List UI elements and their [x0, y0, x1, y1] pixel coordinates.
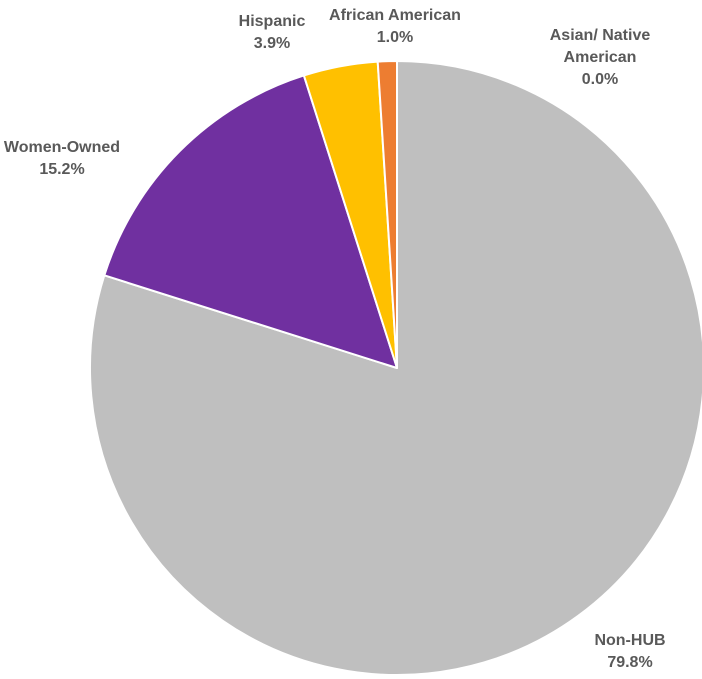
pie-slice-african-american: [376, 60, 398, 369]
data-label-asian-native-american: Asian/ Native American 0.0%: [550, 27, 651, 88]
data-label-women-owned: Women-Owned 15.2%: [4, 139, 120, 178]
pie-slice-women-owned: [103, 74, 398, 369]
pie-slices: [89, 60, 702, 676]
pie-labels: Non-HUB 79.8% Women-Owned 15.2% Hispanic 3.9%…: [4, 7, 666, 671]
data-label-hispanic: Hispanic 3.9%: [239, 13, 306, 52]
data-label-non-hub: Non-HUB 79.8%: [594, 632, 665, 671]
data-label-african-american: African American 1.0%: [329, 7, 461, 46]
